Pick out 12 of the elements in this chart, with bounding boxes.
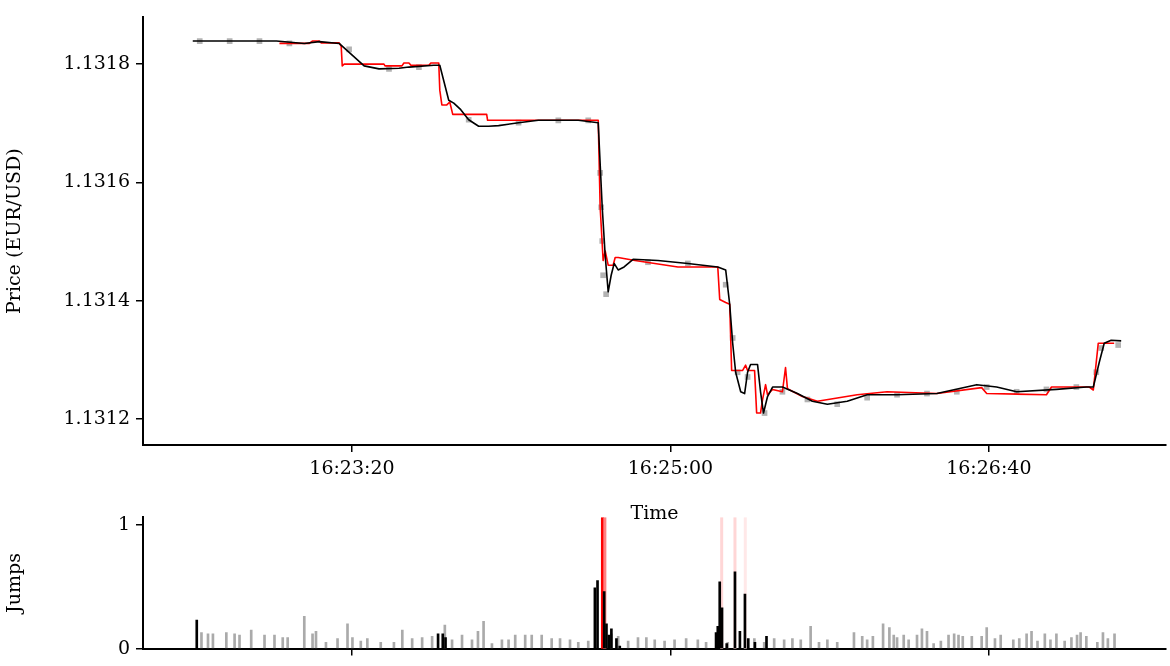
y-tick-label: 1.1316 [63,169,130,192]
y-tick-label: 1.1314 [63,287,130,310]
x-axis-title: Time [630,500,679,523]
y-tick-label: 1 [117,511,130,534]
x-tick-label: 16:26:40 [946,456,1032,479]
y-axis-title: Jumps [2,553,25,615]
y-tick-label: 1.1312 [63,405,130,428]
y-tick-label: 1.1318 [63,51,130,74]
y-axis-title: Price (EUR/USD) [2,148,25,314]
x-tick-label: 16:25:00 [627,456,714,479]
y-tick-label: 0 [117,635,130,658]
x-tick-label: 16:23:20 [309,456,395,479]
